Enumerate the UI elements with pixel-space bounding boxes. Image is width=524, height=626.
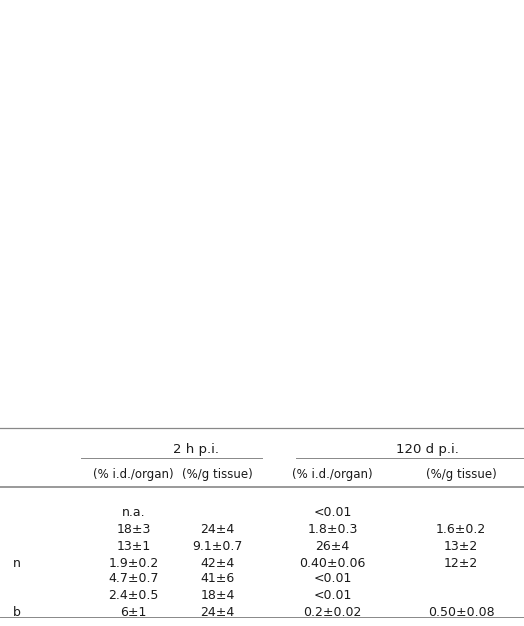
Text: (%/g tissue): (%/g tissue) <box>425 468 497 481</box>
Text: <0.01: <0.01 <box>313 506 352 519</box>
Text: 6±1: 6±1 <box>121 606 147 619</box>
Text: 120 d p.i.: 120 d p.i. <box>396 443 458 456</box>
Text: 2.4±0.5: 2.4±0.5 <box>108 589 159 602</box>
Text: 13±1: 13±1 <box>116 540 151 553</box>
Text: 1.8±0.3: 1.8±0.3 <box>308 523 358 536</box>
Text: 9.1±0.7: 9.1±0.7 <box>192 540 243 553</box>
Text: 18±3: 18±3 <box>116 523 151 536</box>
Text: (% i.d./organ): (% i.d./organ) <box>292 468 373 481</box>
Text: 0.50±0.08: 0.50±0.08 <box>428 606 495 619</box>
Text: 13±2: 13±2 <box>444 540 478 553</box>
Text: 0.2±0.02: 0.2±0.02 <box>303 606 362 619</box>
Text: (%/g tissue): (%/g tissue) <box>182 468 253 481</box>
Text: n.a.: n.a. <box>122 506 146 519</box>
Text: 12±2: 12±2 <box>444 557 478 570</box>
Text: 1.6±0.2: 1.6±0.2 <box>436 523 486 536</box>
Text: 24±4: 24±4 <box>200 523 235 536</box>
Text: <0.01: <0.01 <box>313 589 352 602</box>
Text: 18±4: 18±4 <box>200 589 235 602</box>
Text: 4.7±0.7: 4.7±0.7 <box>108 572 159 585</box>
Text: 2 h p.i.: 2 h p.i. <box>173 443 219 456</box>
Text: 24±4: 24±4 <box>200 606 235 619</box>
Text: 0.40±0.06: 0.40±0.06 <box>300 557 366 570</box>
Text: 1.9±0.2: 1.9±0.2 <box>108 557 159 570</box>
Text: 42±4: 42±4 <box>200 557 235 570</box>
Text: (% i.d./organ): (% i.d./organ) <box>93 468 174 481</box>
Text: b: b <box>13 606 21 619</box>
Text: <0.01: <0.01 <box>313 572 352 585</box>
Text: 41±6: 41±6 <box>200 572 235 585</box>
Text: n: n <box>13 557 21 570</box>
Text: 26±4: 26±4 <box>315 540 350 553</box>
